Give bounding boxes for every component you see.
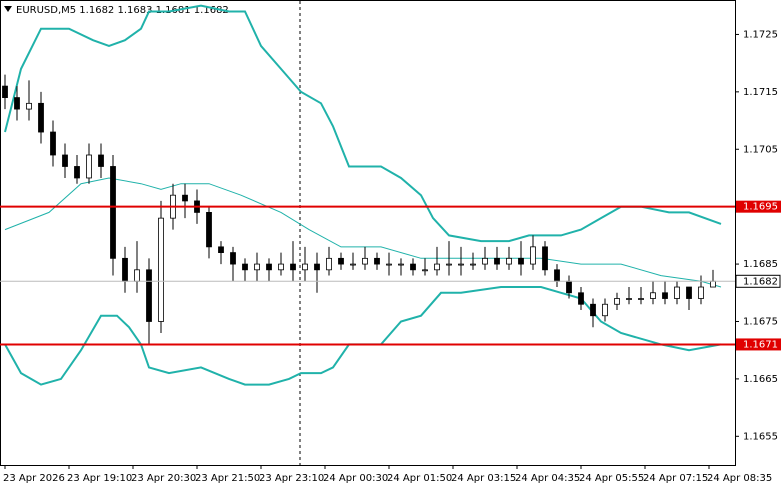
candle-body xyxy=(62,154,68,167)
candle-body xyxy=(446,263,452,266)
candle-body xyxy=(458,263,464,266)
candle-body xyxy=(422,269,428,272)
candle-body xyxy=(74,166,80,179)
candle-body xyxy=(398,263,404,266)
x-tick-label: 24 Apr 01:50 xyxy=(387,473,452,484)
candle-body xyxy=(578,292,584,305)
candle-body xyxy=(338,257,344,265)
level-label: 1.1671 xyxy=(743,339,778,350)
candle-body xyxy=(710,280,716,288)
candle-body xyxy=(158,217,164,322)
candle-body xyxy=(86,154,92,179)
candle-body xyxy=(26,102,32,110)
y-tick-label: 1.1675 xyxy=(743,316,778,327)
candle-body xyxy=(566,280,572,294)
candle-body xyxy=(326,257,332,271)
candle-body xyxy=(410,263,416,271)
y-tick-label: 1.1705 xyxy=(743,144,778,155)
x-tick-label: 24 Apr 08:35 xyxy=(707,473,772,484)
candle-body xyxy=(434,263,440,271)
candle-body xyxy=(230,252,236,265)
candle-body xyxy=(506,257,512,265)
candle-body xyxy=(38,102,44,133)
candle-body xyxy=(674,286,680,299)
candle-body xyxy=(110,166,116,259)
last-price-tag xyxy=(735,274,781,288)
candle-body xyxy=(590,303,596,317)
candle-body xyxy=(362,257,368,265)
band-line xyxy=(4,177,722,288)
x-tick-label: 24 Apr 05:55 xyxy=(579,473,644,484)
candle-body xyxy=(518,257,524,265)
candle-body xyxy=(290,263,296,271)
x-tick-label: 24 Apr 03:15 xyxy=(451,473,516,484)
candle-body xyxy=(638,298,644,300)
candle-body xyxy=(494,257,500,265)
y-tick-label: 1.1655 xyxy=(743,431,778,442)
band-line xyxy=(4,286,722,386)
candle-body xyxy=(350,263,356,266)
x-tick-label: 23 Apr 23:10 xyxy=(259,473,324,484)
level-label: 1.1695 xyxy=(743,202,778,213)
candle-body xyxy=(242,263,248,271)
chart-title: EURUSD,M5 1.1682 1.1683 1.1681 1.1682 xyxy=(16,5,229,16)
x-tick-label: 24 Apr 04:35 xyxy=(515,473,580,484)
y-tick-label: 1.1715 xyxy=(743,87,778,98)
plot-frame xyxy=(0,0,736,466)
candle-body xyxy=(614,298,620,305)
candle-body xyxy=(626,298,632,300)
candle-body xyxy=(698,286,704,299)
x-tick-label: 23 Apr 19:10 xyxy=(67,473,132,484)
candle-body xyxy=(266,263,272,271)
candle-body xyxy=(542,246,548,271)
candle-body xyxy=(386,263,392,266)
candle-body xyxy=(206,212,212,248)
candle-body xyxy=(650,292,656,299)
candle-body xyxy=(134,269,140,282)
candle-body xyxy=(122,257,128,282)
y-tick-label: 1.1725 xyxy=(743,29,778,40)
candle-body xyxy=(182,194,188,202)
candle-body xyxy=(662,292,668,299)
candle-body xyxy=(254,263,260,271)
candle-body xyxy=(98,154,104,167)
level-tag xyxy=(736,338,781,351)
x-tick-label: 23 Apr 2026 xyxy=(3,473,65,484)
candle-body xyxy=(482,257,488,265)
candle-body xyxy=(602,303,608,317)
y-tick-label: 1.1685 xyxy=(743,259,778,270)
y-tick-label: 1.1665 xyxy=(743,374,778,385)
level-tag xyxy=(736,200,781,213)
band-line xyxy=(4,4,722,243)
menu-triangle[interactable] xyxy=(4,6,12,12)
last-price-label: 1.1682 xyxy=(743,276,778,287)
candle-body xyxy=(218,246,224,253)
x-tick-label: 24 Apr 07:15 xyxy=(643,473,708,484)
candle-body xyxy=(146,269,152,322)
candle-body xyxy=(530,246,536,265)
x-tick-label: 23 Apr 20:30 xyxy=(131,473,196,484)
candle-body xyxy=(374,257,380,265)
candle-body xyxy=(470,263,476,266)
candle-body xyxy=(278,263,284,271)
candle-body xyxy=(686,286,692,299)
candle-body xyxy=(314,263,320,271)
candle-body xyxy=(2,85,8,98)
x-tick-label: 23 Apr 21:50 xyxy=(195,473,260,484)
candle-body xyxy=(50,131,56,156)
x-tick-label: 24 Apr 00:30 xyxy=(323,473,388,484)
candle-body xyxy=(14,97,20,110)
candle-body xyxy=(554,269,560,282)
candle-body xyxy=(302,263,308,271)
